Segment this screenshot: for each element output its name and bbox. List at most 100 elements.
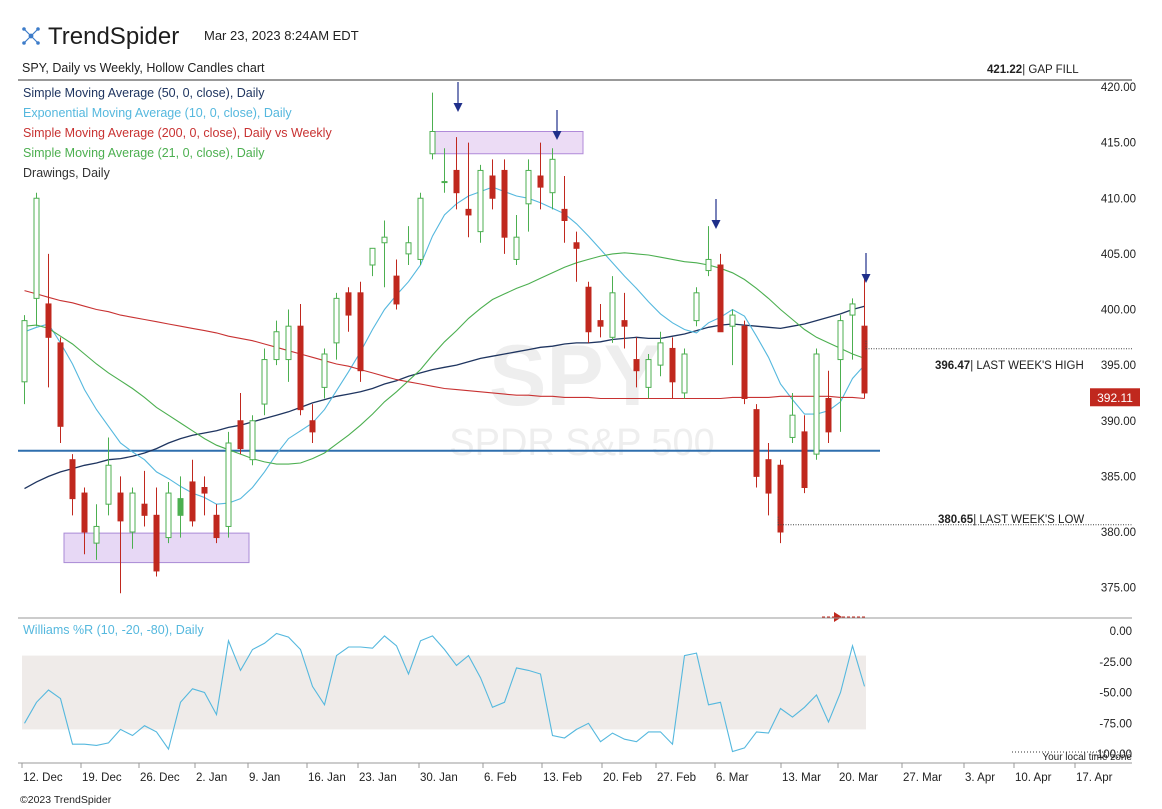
candle-body xyxy=(585,286,592,333)
level-text: | LAST WEEK'S HIGH xyxy=(970,360,1084,372)
candle xyxy=(237,392,244,455)
candle-body xyxy=(333,297,340,344)
candle-body xyxy=(849,303,856,316)
candle xyxy=(669,337,676,399)
candle-body xyxy=(309,420,316,433)
candle-body xyxy=(405,242,412,255)
candle xyxy=(477,164,484,243)
timezone-note: Your local time zone xyxy=(1042,752,1132,763)
candle xyxy=(273,320,280,366)
candle-body xyxy=(813,353,820,455)
candle xyxy=(741,320,748,405)
brand-name: TrendSpider xyxy=(48,23,179,50)
candle xyxy=(525,159,532,232)
x-tick-label: 13. Mar xyxy=(782,772,821,784)
series-line-sma-21 xyxy=(24,252,865,465)
down-arrow-icon xyxy=(711,199,721,229)
y-tick-label: 395.00 xyxy=(1101,360,1136,372)
candle xyxy=(441,148,448,193)
candle xyxy=(21,315,28,405)
candle-body xyxy=(753,409,760,477)
candle-body xyxy=(177,498,184,516)
candle-body xyxy=(765,459,772,494)
x-tick-label: 27. Mar xyxy=(903,772,942,784)
candle-body xyxy=(633,359,640,372)
price-axis: 420.00 415.00 410.00 405.00 400.00 395.00 390.… xyxy=(1101,82,1136,595)
candle xyxy=(693,287,700,327)
candle-body xyxy=(573,242,580,249)
candle-body xyxy=(477,169,484,233)
candle-body xyxy=(621,320,628,327)
candle xyxy=(201,476,208,516)
level-value: 380.65 xyxy=(938,514,974,526)
candle-body xyxy=(141,503,148,516)
down-arrow-icon xyxy=(861,253,871,283)
candle-body xyxy=(681,353,688,394)
candle-body xyxy=(225,442,232,527)
candle-body xyxy=(453,169,460,194)
candle xyxy=(369,247,376,277)
candle-body xyxy=(693,292,700,322)
candle-body xyxy=(357,292,364,372)
wr-tick-label: -25.00 xyxy=(1099,657,1132,669)
y-tick-label: 405.00 xyxy=(1101,249,1136,261)
candle xyxy=(801,415,808,494)
level-label: 421.22| GAP FILL xyxy=(987,64,1079,76)
x-tick-label: 20. Mar xyxy=(839,772,878,784)
timestamp: Mar 23, 2023 8:24AM EDT xyxy=(204,28,359,43)
candle-body xyxy=(165,492,172,539)
candle xyxy=(105,437,112,516)
chart-title: SPY, Daily vs Weekly, Hollow Candles cha… xyxy=(22,61,265,75)
candle xyxy=(621,292,628,349)
candle-body xyxy=(237,420,244,450)
legend-item: Simple Moving Average (50, 0, close), Da… xyxy=(23,86,265,100)
legend-item: Exponential Moving Average (10, 0, close… xyxy=(23,106,292,120)
price-level: 396.47| LAST WEEK'S HIGH xyxy=(865,340,1132,372)
candle xyxy=(729,309,736,366)
date-axis: 12. Dec 19. Dec 26. Dec 2. Jan 9. Jan 16. Jan… xyxy=(18,762,1132,784)
price-level: 421.22| GAP FILL xyxy=(987,64,1079,76)
candle xyxy=(357,281,364,382)
candle xyxy=(321,348,328,399)
candle xyxy=(597,303,604,338)
price-badge-bg xyxy=(1090,388,1140,407)
candle xyxy=(489,159,496,210)
candle xyxy=(153,487,160,577)
candle-body xyxy=(825,398,832,433)
x-tick-label: 2. Jan xyxy=(196,772,227,784)
x-tick-label: 27. Feb xyxy=(657,772,696,784)
y-tick-label: 415.00 xyxy=(1101,138,1136,150)
candle-body xyxy=(741,325,748,399)
candle xyxy=(177,476,184,538)
last-price-badge: 392.11 xyxy=(1090,388,1140,407)
candle-body xyxy=(669,347,676,383)
x-tick-label: 13. Feb xyxy=(543,772,582,784)
candle-body xyxy=(45,303,52,338)
wr-tick-label: 0.00 xyxy=(1110,626,1132,638)
level-label: 396.47| LAST WEEK'S HIGH xyxy=(935,360,1084,372)
watermark-symbol: SPY xyxy=(489,328,661,424)
candle xyxy=(417,192,424,265)
candle xyxy=(453,137,460,210)
y-tick-label: 420.00 xyxy=(1101,82,1136,94)
candle xyxy=(837,315,844,432)
y-tick-label: 390.00 xyxy=(1101,416,1136,428)
candle-body xyxy=(489,175,496,199)
x-tick-label: 3. Apr xyxy=(965,772,995,784)
legend-item: Simple Moving Average (200, 0, close), D… xyxy=(23,126,332,140)
signal-arrows xyxy=(453,82,871,283)
down-arrow-icon xyxy=(552,110,562,140)
level-text: | GAP FILL xyxy=(1022,64,1079,76)
down-arrow-icon xyxy=(453,82,463,112)
y-tick-label: 375.00 xyxy=(1101,583,1136,595)
wr-tick-label: -75.00 xyxy=(1099,718,1132,730)
candle-body xyxy=(117,492,124,522)
candle xyxy=(345,287,352,332)
candle xyxy=(309,404,316,443)
candle xyxy=(765,443,772,516)
level-value: 421.22 xyxy=(987,64,1022,76)
y-tick-label: 410.00 xyxy=(1101,193,1136,205)
candles xyxy=(21,92,868,594)
candle-body xyxy=(93,525,100,544)
